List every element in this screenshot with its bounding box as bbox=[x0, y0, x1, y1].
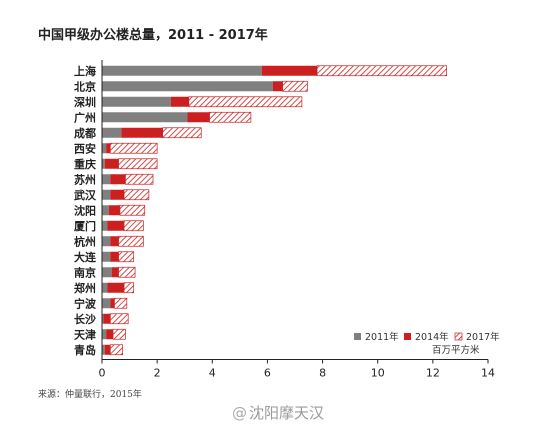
category-label: 长沙 bbox=[74, 312, 96, 326]
bar-segment-广州-2014年 bbox=[187, 112, 210, 123]
x-tick-label: 2 bbox=[154, 367, 161, 380]
category-label: 重庆 bbox=[74, 157, 96, 171]
bar-segment-苏州-2011年 bbox=[102, 174, 111, 185]
bar-segment-厦门-2011年 bbox=[102, 220, 108, 231]
bar-segment-武汉-2011年 bbox=[102, 189, 111, 200]
bar-segment-武汉-2014年 bbox=[110, 189, 125, 200]
legend-swatch bbox=[454, 332, 463, 341]
category-label: 上海 bbox=[74, 64, 96, 78]
x-tick-label: 10 bbox=[371, 367, 385, 380]
bar-segment-宁波-2011年 bbox=[102, 298, 111, 309]
category-label: 青岛 bbox=[74, 343, 96, 357]
category-label: 成都 bbox=[74, 126, 96, 140]
category-label: 天津 bbox=[74, 327, 96, 341]
bar-segment-北京-2011年 bbox=[102, 81, 273, 92]
bar-segment-宁波-2014年 bbox=[110, 298, 115, 309]
bar-segment-西安-2014年 bbox=[106, 143, 111, 154]
watermark-text: 沈阳摩天汉 bbox=[249, 404, 325, 422]
bar-segment-厦门-2017年 bbox=[123, 220, 144, 232]
x-tick-label: 0 bbox=[99, 367, 106, 380]
legend-swatch bbox=[404, 333, 411, 340]
category-label: 宁波 bbox=[74, 296, 97, 310]
watermark: @ 沈阳摩天汉 bbox=[232, 402, 324, 423]
x-tick-label: 4 bbox=[209, 367, 216, 380]
bar-segment-郑州-2011年 bbox=[102, 282, 108, 293]
bar-segment-成都-2014年 bbox=[121, 127, 163, 138]
bar-segment-大连-2011年 bbox=[102, 251, 111, 262]
bar-segment-大连-2014年 bbox=[110, 251, 119, 262]
bar-segment-青岛-2014年 bbox=[104, 344, 111, 355]
bar-segment-厦门-2014年 bbox=[107, 220, 125, 231]
bar-segment-沈阳-2017年 bbox=[119, 204, 146, 216]
category-label: 大连 bbox=[74, 250, 97, 264]
legend-label: 2017年 bbox=[466, 331, 500, 343]
bar-segment-上海-2017年 bbox=[316, 65, 447, 77]
bar-segment-北京-2017年 bbox=[282, 80, 308, 92]
x-tick-label: 14 bbox=[481, 367, 495, 380]
bar-segment-上海-2014年 bbox=[261, 65, 318, 76]
category-label: 厦门 bbox=[74, 219, 96, 233]
category-label: 杭州 bbox=[74, 234, 96, 248]
bar-segment-天津-2011年 bbox=[102, 329, 107, 340]
chart-title: 中国甲级办公楼总量，2011 - 2017年 bbox=[38, 28, 268, 43]
bar-segment-上海-2011年 bbox=[102, 65, 262, 76]
bar-segment-杭州-2011年 bbox=[102, 236, 111, 247]
bar-segment-宁波-2017年 bbox=[114, 297, 128, 309]
x-tick-label: 6 bbox=[264, 367, 271, 380]
bar-segment-重庆-2017年 bbox=[118, 158, 158, 170]
bar-segment-长沙-2011年 bbox=[102, 313, 104, 324]
legend-label: 2011年 bbox=[365, 331, 399, 343]
legend: 2011年 2014年 2017年 bbox=[354, 331, 500, 343]
bar-segment-广州-2011年 bbox=[102, 112, 188, 123]
bar-segment-杭州-2017年 bbox=[118, 235, 144, 247]
bar-segment-南京-2014年 bbox=[111, 267, 119, 278]
bar-segment-重庆-2011年 bbox=[102, 158, 105, 169]
bar-segment-成都-2017年 bbox=[162, 127, 202, 139]
bar-segment-武汉-2017年 bbox=[123, 189, 150, 201]
category-label: 郑州 bbox=[74, 281, 96, 295]
x-tick-label: 12 bbox=[426, 367, 440, 380]
bar-segment-青岛-2017年 bbox=[109, 344, 124, 356]
bar-segment-大连-2017年 bbox=[118, 251, 135, 263]
source-note: 来源：仲量联行，2015年 bbox=[38, 390, 142, 400]
bar-segment-北京-2014年 bbox=[272, 81, 283, 92]
x-tick-label: 8 bbox=[319, 367, 326, 380]
bar-segment-沈阳-2011年 bbox=[102, 205, 109, 216]
category-label: 西安 bbox=[74, 141, 96, 155]
bar-segment-沈阳-2014年 bbox=[108, 205, 120, 216]
bar-segment-重庆-2014年 bbox=[104, 158, 119, 169]
bar-segment-郑州-2014年 bbox=[107, 282, 125, 293]
bar-segment-青岛-2011年 bbox=[102, 344, 105, 355]
bar-segment-天津-2014年 bbox=[106, 329, 114, 340]
bar-segment-天津-2017年 bbox=[112, 328, 126, 340]
category-label: 武汉 bbox=[74, 188, 97, 202]
bar-segment-苏州-2014年 bbox=[110, 174, 126, 185]
category-label: 沈阳 bbox=[74, 203, 96, 217]
bar-segment-杭州-2014年 bbox=[110, 236, 119, 247]
bar-segment-郑州-2017年 bbox=[123, 282, 135, 294]
category-label: 深圳 bbox=[74, 95, 96, 109]
category-label: 南京 bbox=[74, 265, 96, 279]
bar-segment-深圳-2011年 bbox=[102, 96, 171, 107]
category-label: 北京 bbox=[74, 79, 96, 93]
bar-segment-长沙-2014年 bbox=[103, 313, 111, 324]
legend-swatch bbox=[354, 333, 361, 340]
bar-segment-南京-2011年 bbox=[102, 267, 112, 278]
legend-label: 2014年 bbox=[415, 331, 449, 343]
bar-segment-南京-2017年 bbox=[118, 266, 136, 278]
bar-segment-西安-2017年 bbox=[109, 142, 158, 154]
weibo-at-icon: @ bbox=[232, 404, 247, 422]
bar-segment-成都-2011年 bbox=[102, 127, 122, 138]
category-label: 苏州 bbox=[74, 172, 96, 186]
bar-segment-深圳-2017年 bbox=[188, 96, 303, 108]
category-label: 广州 bbox=[74, 110, 96, 124]
bar-segment-广州-2017年 bbox=[209, 111, 252, 123]
bar-segment-深圳-2014年 bbox=[170, 96, 189, 107]
bar-segment-长沙-2017年 bbox=[109, 313, 129, 325]
unit-label: 百万平方米 bbox=[432, 344, 480, 356]
bar-segment-苏州-2017年 bbox=[125, 173, 154, 185]
bar-segment-西安-2011年 bbox=[102, 143, 107, 154]
